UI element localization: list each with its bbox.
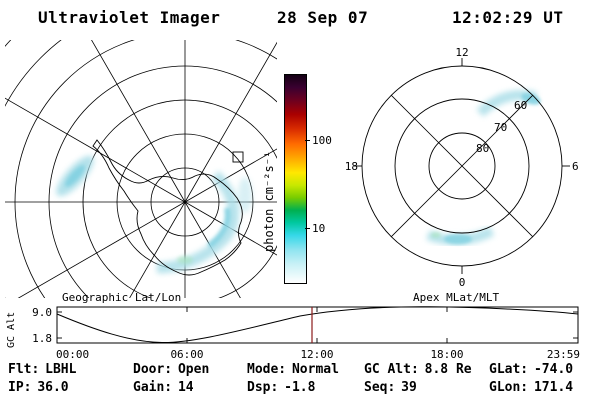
mlat-label-80: 80 xyxy=(476,142,489,155)
left-panel-caption: Geographic Lat/Lon xyxy=(62,291,182,304)
status-mode: Mode: Normal xyxy=(247,362,339,377)
mlt-spokes xyxy=(391,95,533,237)
aurora-patch-dusk xyxy=(56,155,94,197)
y-axis-ticks xyxy=(57,311,578,339)
lat-grid-circles xyxy=(5,40,277,298)
map-inset-box xyxy=(232,151,244,163)
antarctica-coastline xyxy=(92,139,243,276)
xtick-1800: 18:00 xyxy=(430,348,463,361)
aurora-arc-night xyxy=(156,170,252,274)
geographic-map xyxy=(5,40,277,298)
status-door: Door: Open xyxy=(133,362,210,377)
aurora-patch-nightside xyxy=(426,226,495,246)
ytick-bottom: 1.8 xyxy=(32,332,52,345)
mlat-label-60: 60 xyxy=(514,99,527,112)
mlt-cardinal-ticks xyxy=(354,58,570,274)
xtick-2359: 23:59 xyxy=(547,348,580,361)
colorbar-units-label: photon cm⁻²s⁻¹ xyxy=(262,150,276,252)
mlt-label-6: 6 xyxy=(572,160,579,173)
page-title: Ultraviolet Imager xyxy=(38,8,221,27)
mlt-label-18: 18 xyxy=(345,160,358,173)
colorbar-tick-100 xyxy=(305,140,310,141)
x-axis-ticks xyxy=(56,307,579,343)
aurora-patch-dayside xyxy=(476,90,541,117)
status-dsp: Dsp: -1.8 xyxy=(247,380,316,395)
lon-grid-lines xyxy=(5,40,277,298)
colorbar-tick-10 xyxy=(305,228,310,229)
time-label: 12:02:29 UT xyxy=(452,8,564,27)
xtick-0000: 00:00 xyxy=(56,348,89,361)
orbit-altitude-chart: 9.0 1.8 GC Alt 00:00 06:00 12:00 18:00 2… xyxy=(6,306,580,361)
colorbar xyxy=(284,74,307,284)
mlt-label-0: 0 xyxy=(459,276,466,289)
status-gcalt: GC Alt: 8.8 Re xyxy=(364,362,472,377)
xtick-1200: 12:00 xyxy=(300,348,333,361)
y-axis-title: GC Alt xyxy=(6,312,17,348)
right-panel-caption: Apex MLat/MLT xyxy=(413,291,500,304)
apex-polar-plot: 12 18 6 0 80 70 60 xyxy=(345,46,579,289)
status-flt: Flt: LBHL xyxy=(8,362,77,377)
mlt-label-12: 12 xyxy=(455,46,468,59)
status-gain: Gain: 14 xyxy=(133,380,194,395)
xtick-0600: 06:00 xyxy=(170,348,203,361)
status-glon: GLon: 171.4 xyxy=(489,380,574,395)
status-seq: Seq: 39 xyxy=(364,380,417,395)
altitude-curve xyxy=(56,306,579,344)
colorbar-ticklabel-100: 100 xyxy=(312,134,332,147)
status-glat: GLat: -74.0 xyxy=(489,362,574,377)
colorbar-ticklabel-10: 10 xyxy=(312,222,326,235)
mlat-label-70: 70 xyxy=(494,121,507,134)
date-label: 28 Sep 07 xyxy=(277,8,369,27)
status-ip: IP: 36.0 xyxy=(8,380,69,395)
chart-frame xyxy=(56,306,579,344)
ytick-top: 9.0 xyxy=(32,306,52,319)
